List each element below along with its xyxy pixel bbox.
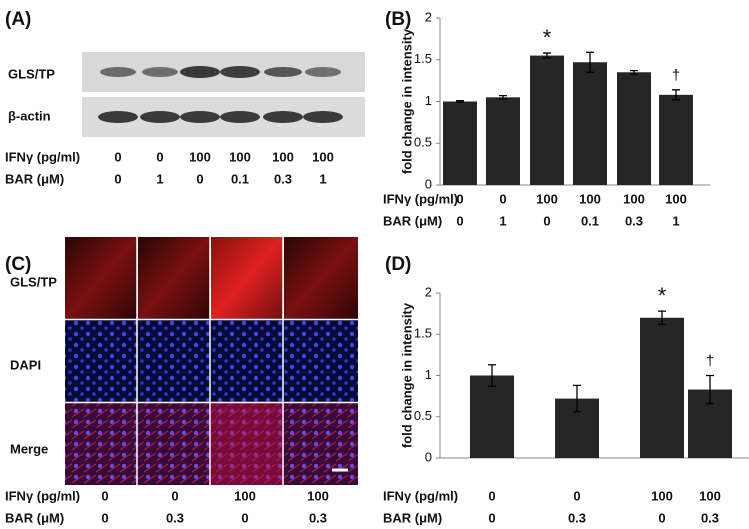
condition-value: 100 xyxy=(665,191,687,206)
condition-value: 100 xyxy=(699,488,721,503)
condition-value: 0.3 xyxy=(309,510,327,525)
error-bar xyxy=(543,52,551,59)
error-bar xyxy=(488,364,496,387)
condition-value: 0.3 xyxy=(625,213,643,228)
condition-label: IFNγ (pg/ml) xyxy=(383,488,458,503)
condition-value: 0 xyxy=(171,488,178,503)
y-tick-label: 0.5 xyxy=(414,135,432,150)
condition-value: 0 xyxy=(658,510,665,525)
condition-value: 0 xyxy=(101,488,108,503)
bar xyxy=(443,101,477,185)
condition-label: IFNγ (pg/ml) xyxy=(5,149,80,164)
condition-value: 0 xyxy=(488,488,495,503)
condition-value: 0.3 xyxy=(166,510,184,525)
condition-value: 1 xyxy=(319,171,326,186)
condition-value: 0 xyxy=(196,171,203,186)
condition-label: BAR (μM) xyxy=(5,171,64,186)
row-label: GLS/TP xyxy=(10,274,57,289)
error-bar xyxy=(456,100,464,103)
error-bar xyxy=(573,384,581,413)
condition-value: 1 xyxy=(499,213,506,228)
bar xyxy=(530,55,564,186)
row-label: DAPI xyxy=(10,357,41,372)
y-tick-label: 0 xyxy=(425,449,432,464)
y-tick-label: 1 xyxy=(425,93,432,108)
condition-value: 0 xyxy=(114,171,121,186)
condition-value: 0.1 xyxy=(231,171,249,186)
panel-label: (C) xyxy=(5,254,31,275)
error-bar xyxy=(586,51,594,73)
condition-value: 0 xyxy=(114,149,121,164)
y-tick-label: 2 xyxy=(425,284,432,299)
condition-value: 100 xyxy=(579,191,601,206)
condition-label: IFNγ (pg/ml) xyxy=(5,488,80,503)
y-tick-label: 2 xyxy=(425,9,432,24)
annotation: * xyxy=(658,283,667,308)
row-label: Merge xyxy=(10,441,48,456)
y-tick-label: 0 xyxy=(425,176,432,191)
error-bar xyxy=(658,310,666,325)
condition-value: 0 xyxy=(573,488,580,503)
bar xyxy=(470,375,514,458)
condition-value: 100 xyxy=(272,149,294,164)
condition-value: 100 xyxy=(623,191,645,206)
condition-value: 0 xyxy=(456,191,463,206)
condition-value: 1 xyxy=(672,213,679,228)
condition-value: 100 xyxy=(229,149,251,164)
micrographs xyxy=(65,237,358,485)
bar xyxy=(640,317,684,458)
bar xyxy=(659,94,693,185)
y-tick-label: 1.5 xyxy=(414,326,432,341)
annotation: † xyxy=(706,352,714,369)
condition-value: 0 xyxy=(156,149,163,164)
panel-label: (A) xyxy=(5,9,31,30)
condition-value: 0.1 xyxy=(581,213,599,228)
y-tick-label: 0.5 xyxy=(414,408,432,423)
condition-value: 100 xyxy=(312,149,334,164)
y-axis-label: fold change in intensity xyxy=(399,302,414,448)
bar xyxy=(486,97,520,185)
condition-label: BAR (μM) xyxy=(383,213,442,228)
condition-label: BAR (μM) xyxy=(383,510,442,525)
y-tick-label: 1 xyxy=(425,367,432,382)
condition-value: 0 xyxy=(543,213,550,228)
panel-label: (D) xyxy=(385,254,411,275)
condition-value: 100 xyxy=(307,488,329,503)
condition-label: BAR (μM) xyxy=(5,510,64,525)
condition-value: 100 xyxy=(651,488,673,503)
condition-value: 0.3 xyxy=(274,171,292,186)
western-blot xyxy=(82,52,365,137)
y-axis-label: fold change in intensity xyxy=(399,28,414,174)
y-tick-label: 1.5 xyxy=(414,51,432,66)
condition-value: 0 xyxy=(456,213,463,228)
row-label: β-actin xyxy=(8,108,51,123)
bar xyxy=(617,72,651,185)
condition-value: 0 xyxy=(101,510,108,525)
condition-value: 0.3 xyxy=(568,510,586,525)
condition-value: 100 xyxy=(234,488,256,503)
condition-label: IFNγ (pg/ml) xyxy=(383,191,458,206)
condition-value: 1 xyxy=(156,171,163,186)
annotation: * xyxy=(543,25,552,50)
error-bar xyxy=(672,89,680,101)
error-bar xyxy=(499,95,507,100)
error-bar xyxy=(630,69,638,75)
error-bar xyxy=(706,374,714,405)
bar xyxy=(573,62,607,185)
condition-value: 100 xyxy=(536,191,558,206)
annotation: † xyxy=(672,67,680,84)
panel-label: (B) xyxy=(385,9,411,30)
condition-value: 0 xyxy=(241,510,248,525)
condition-value: 100 xyxy=(189,149,211,164)
condition-value: 0.3 xyxy=(701,510,719,525)
condition-value: 0 xyxy=(499,191,506,206)
row-label: GLS/TP xyxy=(8,66,55,81)
condition-value: 0 xyxy=(488,510,495,525)
